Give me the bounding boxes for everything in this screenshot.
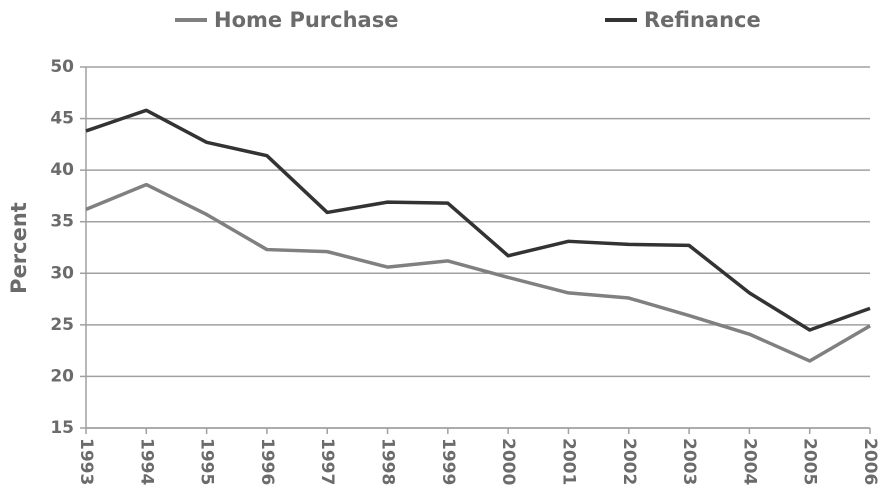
x-tick-label: 2006 bbox=[860, 438, 880, 485]
series-line bbox=[85, 182, 871, 363]
y-tick-label: 45 bbox=[50, 109, 74, 129]
y-tick-label: 30 bbox=[50, 263, 74, 283]
y-tick-label: 35 bbox=[50, 212, 74, 232]
x-tick-label: 1996 bbox=[257, 438, 277, 485]
y-tick-label: 40 bbox=[50, 160, 74, 180]
x-tick-label: 2004 bbox=[739, 438, 759, 485]
x-tick-label: 1995 bbox=[197, 438, 217, 485]
x-tick-label: 2002 bbox=[619, 438, 639, 485]
legend-label: Home Purchase bbox=[214, 8, 398, 32]
x-tick-label: 1994 bbox=[136, 438, 156, 485]
x-tick-label: 2000 bbox=[498, 438, 518, 485]
y-tick-label: 15 bbox=[50, 418, 74, 438]
x-tick-label: 2001 bbox=[558, 438, 578, 485]
legend-label: Refinance bbox=[644, 8, 761, 32]
series-line bbox=[85, 108, 871, 332]
x-tick-label: 2005 bbox=[800, 438, 820, 485]
y-tick-label: 20 bbox=[50, 366, 74, 386]
x-tick-label: 1998 bbox=[378, 438, 398, 485]
y-tick-label: 25 bbox=[50, 315, 74, 335]
y-tick-label: 50 bbox=[50, 57, 74, 77]
x-tick-label: 1993 bbox=[76, 438, 96, 485]
y-axis-label: Percent bbox=[7, 202, 31, 294]
x-tick-label: 1997 bbox=[317, 438, 337, 485]
x-tick-label: 2003 bbox=[679, 438, 699, 485]
x-tick-label: 1999 bbox=[438, 438, 458, 485]
